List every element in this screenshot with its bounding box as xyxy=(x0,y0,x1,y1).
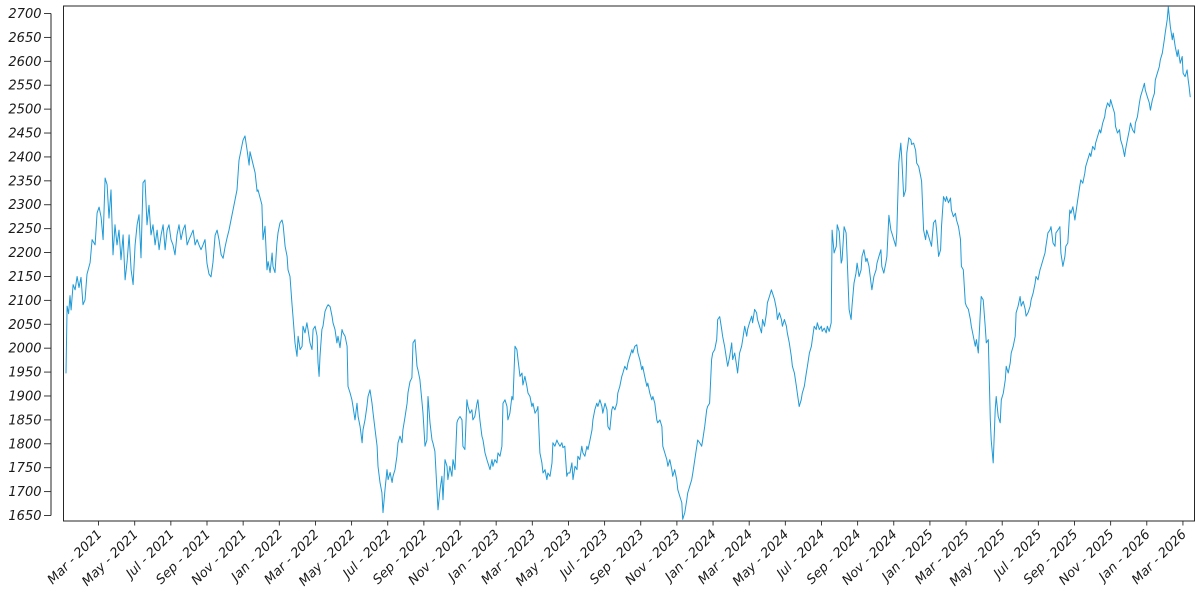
y-tick-label: 2450 xyxy=(8,127,41,142)
y-tick-label: 2500 xyxy=(8,103,41,118)
y-tick-label: 1750 xyxy=(8,461,41,476)
y-tick-label: 2350 xyxy=(8,174,41,189)
y-tick-label: 2150 xyxy=(8,270,41,285)
y-tick-label: 1650 xyxy=(8,509,41,524)
y-tick-label: 1900 xyxy=(8,389,41,404)
y-tick-label: 2300 xyxy=(8,198,41,213)
y-tick-label: 2600 xyxy=(8,55,41,70)
y-tick-label: 2400 xyxy=(8,150,41,165)
y-tick-label: 2250 xyxy=(8,222,41,237)
y-tick-label: 2700 xyxy=(8,7,41,22)
y-tick-label: 2650 xyxy=(8,31,41,46)
y-tick-label: 1700 xyxy=(8,485,41,500)
y-tick-label: 1950 xyxy=(8,366,41,381)
y-tick-label: 2200 xyxy=(8,246,41,261)
y-tick-label: 2100 xyxy=(8,294,41,309)
price-line-series xyxy=(65,6,1191,520)
y-tick-label: 1800 xyxy=(8,437,41,452)
y-tick-label: 2550 xyxy=(8,79,41,94)
y-tick-label: 2000 xyxy=(8,342,41,357)
plot-border xyxy=(63,5,1195,522)
y-tick-label: 1850 xyxy=(8,413,41,428)
y-tick-label: 2050 xyxy=(8,318,41,333)
